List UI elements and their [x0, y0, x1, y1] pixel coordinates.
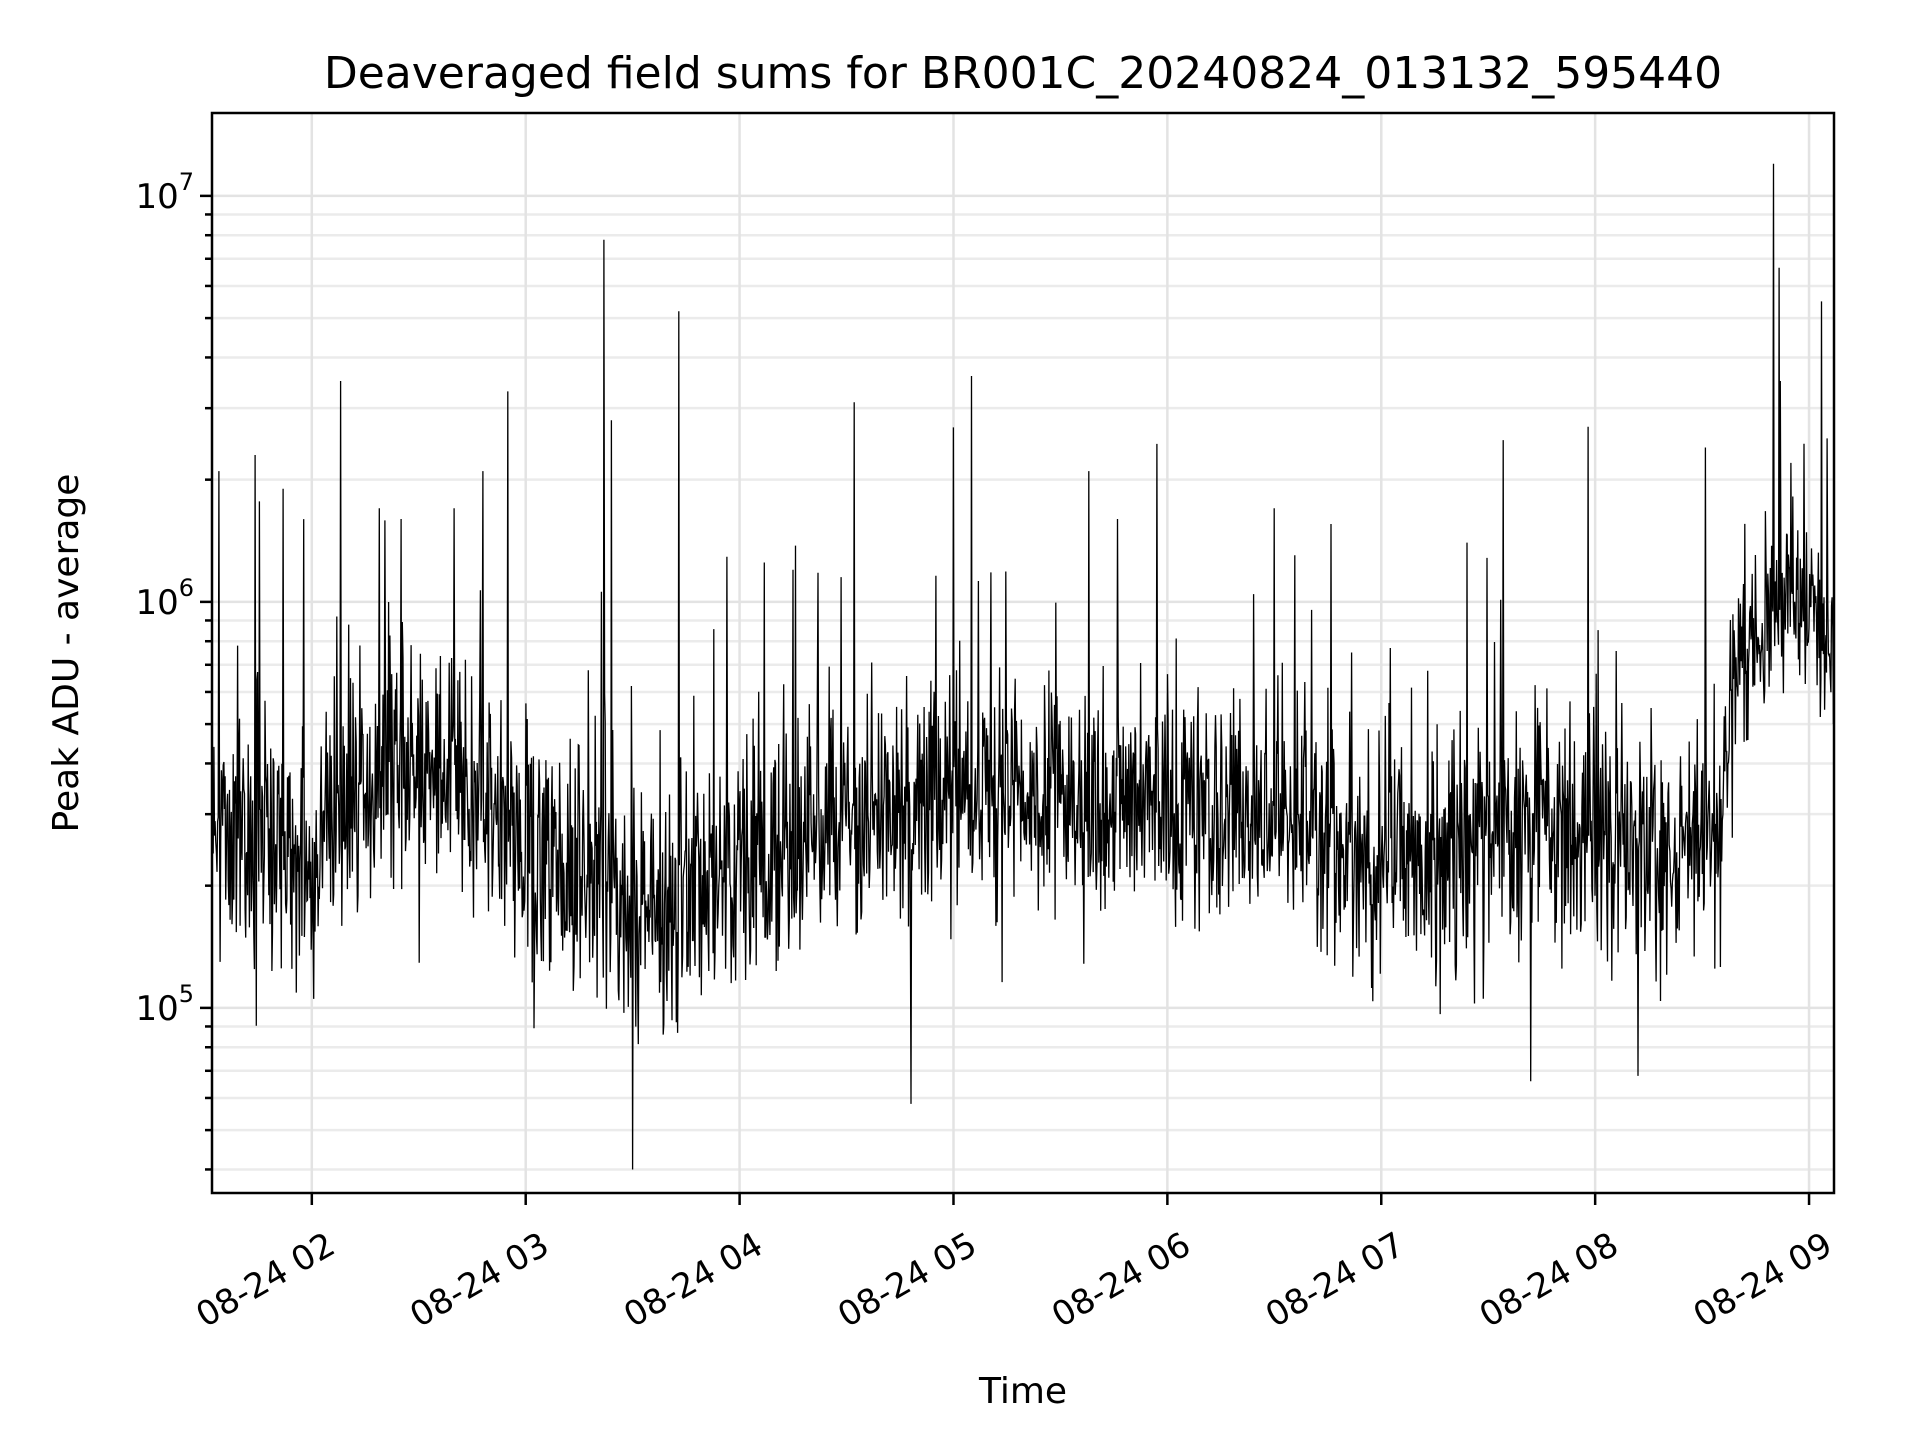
y-axis-ticks: 105 106 107 [135, 168, 212, 1171]
x-tick-label: 08-24 03 [403, 1225, 555, 1336]
x-tick-label: 08-24 09 [1687, 1225, 1839, 1336]
y-tick-label: 106 [135, 574, 194, 623]
plot-frame [210, 111, 1836, 1195]
x-tick-label: 08-24 04 [617, 1225, 769, 1336]
series-line [211, 163, 1835, 1170]
x-tick-label: 08-24 08 [1473, 1225, 1625, 1336]
x-tick-label: 08-24 05 [831, 1225, 983, 1336]
x-tick-label: 08-24 07 [1259, 1225, 1411, 1336]
y-tick-label: 107 [135, 168, 194, 217]
x-tick-label: 08-24 06 [1045, 1225, 1197, 1336]
x-axis-ticks: 08-24 02 08-24 03 08-24 04 08-24 05 08-24 06… [190, 1193, 1839, 1336]
y-axis-label: Peak ADU - average [46, 474, 87, 833]
x-tick-label: 08-24 02 [190, 1225, 342, 1336]
y-tick-label: 105 [135, 980, 194, 1029]
series-group [211, 163, 1835, 1170]
chart-title: Deaveraged field sums for BR001C_2024082… [324, 48, 1722, 99]
x-axis-label: Time [978, 1371, 1067, 1412]
grid [212, 113, 1834, 1193]
